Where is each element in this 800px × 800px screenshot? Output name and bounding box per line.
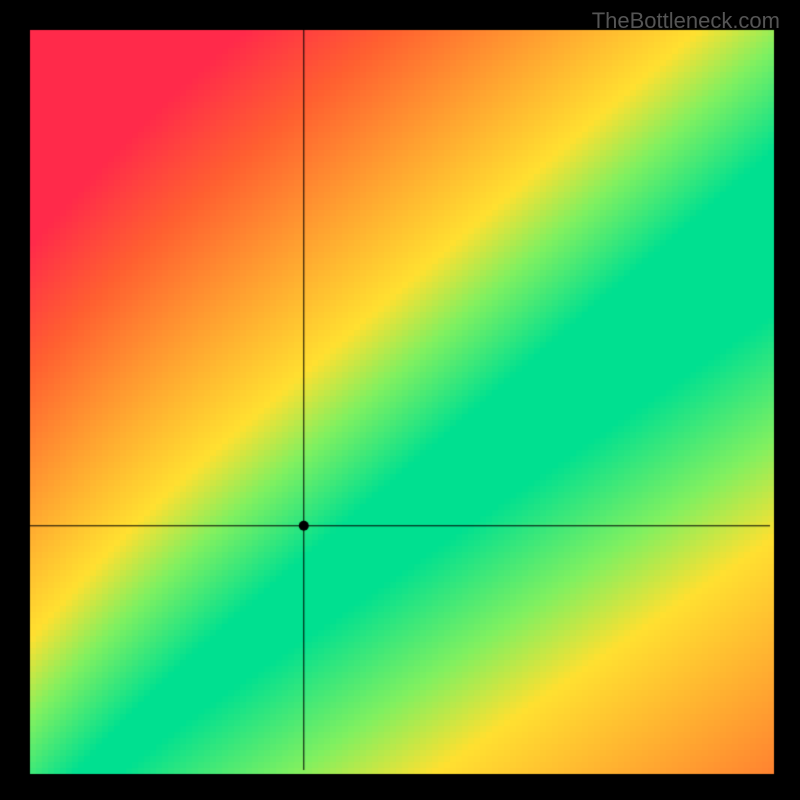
watermark-text: TheBottleneck.com — [592, 8, 780, 34]
heatmap-canvas — [0, 0, 800, 800]
chart-container: TheBottleneck.com — [0, 0, 800, 800]
